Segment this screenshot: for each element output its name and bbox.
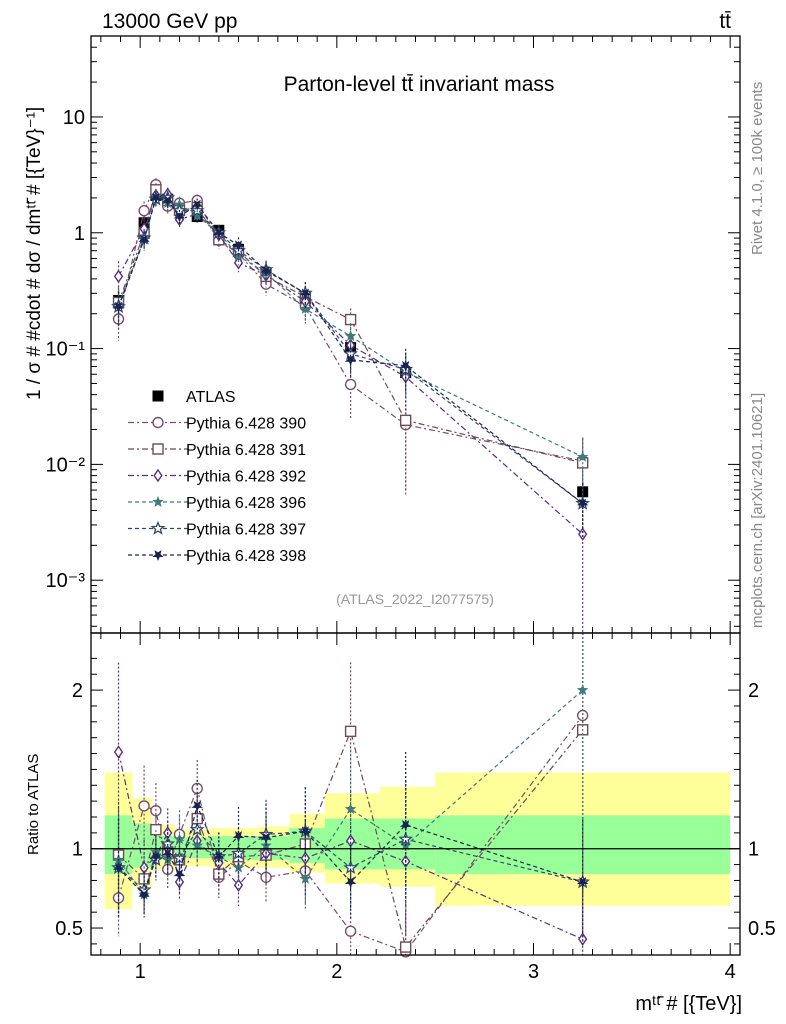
ratio-tick-label-left: 0.5 — [55, 918, 83, 940]
ratio-point — [344, 925, 357, 937]
mc-point — [113, 269, 124, 284]
process-label: tt̄ — [719, 10, 731, 33]
ratio-tick-label-right: 0.5 — [748, 918, 776, 940]
ratio-point — [191, 801, 203, 812]
ratio-point — [576, 877, 589, 889]
legend-marker — [152, 550, 164, 561]
ratio-point — [578, 932, 588, 946]
energy-label: 13000 GeV pp — [102, 10, 237, 33]
legend-label: Pythia 6.428 396 — [186, 495, 306, 512]
mc-point — [344, 330, 357, 342]
ratio-point — [576, 684, 589, 695]
ratio-point — [260, 832, 272, 844]
legend-marker — [152, 443, 164, 455]
mc-point — [138, 205, 150, 217]
ratio-tick-label-left: 1 — [72, 839, 83, 861]
mc-point — [191, 199, 203, 211]
mc-point — [260, 265, 272, 277]
mc-point — [233, 256, 244, 270]
ratio-point — [150, 851, 162, 863]
y-tick-label: 10⁻² — [46, 454, 86, 476]
chart-title: Parton-level tt̄ invariant mass — [284, 73, 555, 96]
ratio-point — [299, 826, 312, 838]
mc-point — [112, 301, 125, 313]
legend-label: Pythia 6.428 397 — [186, 522, 306, 539]
legend-marker — [152, 416, 164, 429]
mc-point — [399, 414, 412, 427]
mc-point — [213, 227, 225, 239]
y-tick-label: 10⁻³ — [46, 570, 86, 592]
x-tick-label: 2 — [331, 961, 342, 983]
ratio-point — [150, 823, 162, 836]
x-tick-label: 4 — [725, 961, 736, 983]
ratio-point — [213, 851, 225, 863]
ratio-tick-label-right: 2 — [748, 680, 759, 702]
mc-point — [299, 288, 312, 300]
ratio-axis-label: Ratio to ATLAS — [25, 754, 42, 855]
analysis-watermark: (ATLAS_2022_I2077575) — [336, 591, 494, 607]
y-tick-label: 1 — [74, 223, 85, 245]
ratio-point — [173, 869, 186, 881]
x-axis-label: mᵗᵗ̄ # [{TeV}] — [635, 993, 742, 1015]
main-panel-series — [111, 178, 591, 633]
mc-point — [578, 527, 588, 541]
y-tick-label: 10⁻¹ — [46, 339, 86, 361]
band-green-bin — [151, 836, 164, 860]
mc-point — [150, 193, 162, 204]
ratio-point — [113, 745, 124, 759]
legend-marker — [153, 468, 163, 483]
ratio-point — [191, 839, 203, 851]
legend-label: ATLAS — [186, 389, 236, 406]
ratio-point — [399, 820, 412, 831]
ratio-point — [299, 872, 312, 884]
legend-label: Pythia 6.428 398 — [186, 548, 306, 565]
mc-point — [344, 354, 357, 366]
legend-marker — [152, 496, 164, 507]
ratio-point — [138, 800, 150, 812]
ratio-point — [160, 836, 176, 851]
ratio-point — [161, 848, 174, 860]
mc-point — [299, 302, 312, 314]
ratio-point — [399, 941, 412, 953]
ratio-tick-label-right: 1 — [748, 839, 759, 861]
rivet-version-label: Rivet 4.1.0, ≥ 100k events — [749, 82, 766, 255]
ratio-panel-series — [111, 633, 591, 958]
legend: ATLAS Pythia 6.428 390 Pythia 6.428 391 Pyt… — [128, 389, 306, 565]
main-panel-frame — [90, 35, 741, 634]
mc-point — [399, 360, 412, 372]
x-tick-label: 1 — [135, 961, 146, 983]
ratio-point — [138, 889, 150, 901]
mc-point — [232, 240, 245, 252]
axes: 10⁻³ 10⁻² 10⁻¹ 1 10 0.5 0.5 1 1 2 2 1 2 3 4 — [46, 35, 776, 983]
mc-point — [161, 195, 174, 207]
mc-point — [191, 209, 203, 221]
ratio-point — [344, 803, 357, 814]
legend-label: Pythia 6.428 390 — [186, 416, 306, 433]
ratio-point — [232, 861, 245, 873]
mc-point — [173, 211, 186, 223]
ratio-tick-label-left: 2 — [72, 680, 83, 702]
ratio-point — [344, 877, 357, 889]
mcplots-label: mcplots.cern.ch [arXiv:2401.10621] — [749, 393, 766, 628]
mc-point — [576, 450, 589, 462]
ratio-point — [344, 725, 357, 738]
mc-point — [576, 498, 589, 510]
mc-point — [138, 234, 150, 246]
legend-label: Pythia 6.428 392 — [186, 469, 306, 486]
mc-point — [344, 378, 357, 391]
y-tick-label: 10 — [63, 107, 85, 129]
legend-marker — [150, 520, 166, 535]
x-tick-label: 3 — [528, 961, 539, 983]
legend-label: Pythia 6.428 391 — [186, 442, 306, 459]
ratio-point — [112, 862, 125, 874]
legend-marker — [152, 390, 164, 402]
y-axis-label: 1 / σ # #cdot # dσ / dmᵗᵗ̄ # [{TeV}⁻¹] — [24, 107, 45, 400]
ratio-point — [232, 831, 245, 843]
